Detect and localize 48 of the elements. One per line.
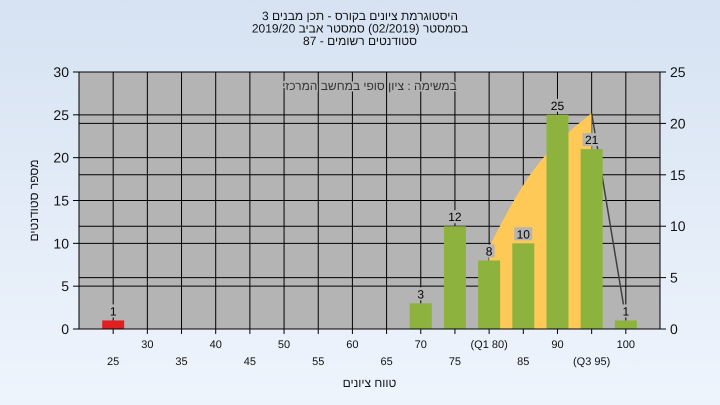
data-label: 12 <box>448 210 462 224</box>
y-tick-label: 20 <box>53 150 70 166</box>
bar <box>546 114 568 329</box>
x-tick-label: 50 <box>278 339 290 351</box>
data-label: 10 <box>516 227 530 242</box>
y2-tick-label: 25 <box>670 64 686 80</box>
y-tick-label: 0 <box>61 321 70 337</box>
bar <box>444 226 466 329</box>
x-axis-title: טווח ציונים <box>342 376 397 390</box>
y2-tick-label: 10 <box>670 218 686 234</box>
y2-tick-label: 0 <box>670 321 678 337</box>
bar <box>410 303 432 329</box>
data-label: 21 <box>584 133 599 148</box>
x-tick-label: 90 <box>551 339 564 351</box>
data-label: 3 <box>417 287 424 302</box>
x-tick-label: 60 <box>346 339 359 351</box>
x-tick-label: 55 <box>312 356 324 368</box>
bar <box>102 320 124 329</box>
bar <box>614 320 637 329</box>
x-tick-label: 45 <box>244 356 256 368</box>
data-label: 25 <box>550 98 564 113</box>
x-tick-label: 30 <box>141 339 154 351</box>
x-tick-label: 70 <box>414 339 427 351</box>
y2-tick-label: 5 <box>670 270 678 286</box>
bar <box>512 243 534 329</box>
y2-tick-label: 15 <box>670 166 686 183</box>
y-axis-title: מספר סטודנטים <box>27 159 41 242</box>
x-tick-label: 40 <box>210 339 222 351</box>
data-label: 8 <box>486 244 493 258</box>
x-tick-label: 100 <box>616 339 636 351</box>
y-tick-label: 15 <box>53 192 70 208</box>
x-tick-label: (Q3 95) <box>573 356 610 368</box>
x-tick-label: 75 <box>448 356 462 368</box>
chart-title: היסטוגרמת ציונים בקורס - תכן מבנים 3 בסמסטר (02/2019) סמסטר אביב 2019/20 סטודנטים רשומים - 87 <box>252 9 468 48</box>
data-label: 1 <box>622 304 630 318</box>
y-tick-label: 5 <box>61 278 70 294</box>
bar <box>580 149 603 329</box>
data-label: 1 <box>110 304 117 318</box>
y-tick-label: 25 <box>53 106 70 123</box>
x-tick-label: 25 <box>107 356 120 368</box>
x-tick-label: (Q1 80) <box>470 339 508 351</box>
x-tick-label: 35 <box>175 356 188 368</box>
bar <box>478 260 500 329</box>
y-tick-label: 10 <box>53 235 70 252</box>
y-tick-label: 30 <box>53 64 70 80</box>
x-tick-label: 65 <box>380 356 393 368</box>
y2-tick-label: 20 <box>670 115 686 132</box>
x-tick-label: 85 <box>517 356 530 368</box>
